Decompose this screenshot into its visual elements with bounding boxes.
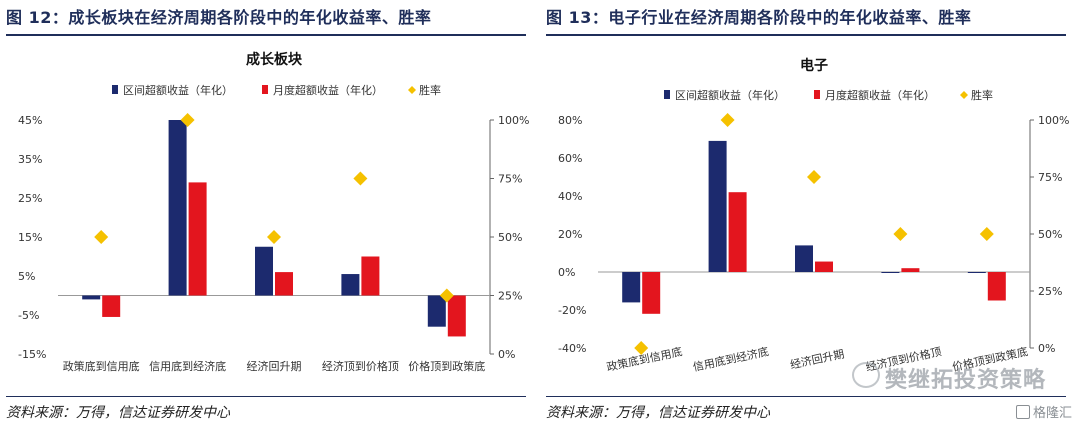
figure-13-panel: 图 13：电子行业在经济周期各阶段中的年化收益率、胜率 电子区间超额收益（年化）…: [540, 0, 1080, 427]
interval-excess-bar: [708, 140, 727, 272]
legend-swatch-win-rate: [960, 91, 968, 99]
interval-excess-bar: [795, 245, 813, 272]
brand-logo-icon: [1015, 405, 1030, 419]
left-axis-tick-label: -15%: [18, 348, 46, 361]
category-label: 价格顶到政策底: [408, 359, 485, 373]
right-axis-tick-label: 0%: [1038, 342, 1055, 355]
source-divider: [546, 396, 1066, 397]
win-rate-marker: [353, 171, 368, 186]
category-label: 信用底到经济底: [149, 359, 226, 373]
watermark: 樊继拓投资策略: [884, 368, 1046, 393]
chart-title: 成长板块: [246, 51, 303, 68]
brand-name: 格隆汇: [1032, 406, 1072, 421]
win-rate-marker: [634, 341, 649, 355]
figure-12-panel: 图 12：成长板块在经济周期各阶段中的年化收益率、胜率 成长板块区间超额收益（年…: [6, 8, 529, 421]
win-rate-marker: [807, 170, 821, 184]
monthly-excess-bar: [361, 256, 380, 296]
interval-excess-bar: [341, 274, 360, 296]
title-divider: [546, 34, 1066, 36]
left-axis-tick-label: 45%: [18, 114, 42, 127]
legend-swatch-0: [664, 90, 670, 99]
right-axis-tick-label: 25%: [1038, 285, 1062, 298]
source-note: 资料来源：万得，信达证券研发中心: [6, 405, 230, 421]
legend-swatch-0: [112, 85, 118, 94]
category-label: 经济回升期: [789, 347, 846, 372]
legend-label: 区间超额收益（年化）: [675, 88, 785, 102]
interval-excess-bar: [82, 295, 101, 300]
left-axis-tick-label: 15%: [18, 231, 42, 244]
wechat-icon: [852, 362, 880, 388]
interval-excess-bar: [967, 272, 986, 273]
legend-label: 月度超额收益（年化）: [273, 83, 383, 97]
right-axis-tick-label: 75%: [1038, 171, 1062, 184]
win-rate-marker: [94, 230, 109, 244]
right-axis-tick-label: 25%: [498, 290, 522, 303]
monthly-excess-bar: [447, 295, 466, 337]
monthly-excess-bar: [102, 295, 121, 317]
left-axis-tick-label: 5%: [18, 270, 35, 283]
figure-title: 图 12：成长板块在经济周期各阶段中的年化收益率、胜率: [6, 8, 432, 27]
right-axis-tick-label: 50%: [498, 231, 522, 244]
right-axis-tick-label: 100%: [498, 114, 529, 127]
monthly-excess-bar: [188, 182, 207, 296]
legend-label: 胜率: [419, 83, 441, 97]
left-axis-tick-label: -5%: [18, 309, 39, 322]
win-rate-marker: [439, 288, 454, 303]
brand-mark: 格隆汇: [1015, 402, 1072, 421]
monthly-excess-bar: [901, 268, 920, 272]
chart-title: 电子: [800, 57, 828, 74]
win-rate-marker: [893, 227, 908, 241]
legend-label: 区间超额收益（年化）: [123, 83, 233, 97]
left-axis-tick-label: 20%: [558, 228, 582, 241]
interval-excess-bar: [255, 246, 273, 296]
legend-swatch-win-rate: [408, 86, 416, 94]
legend-label: 月度超额收益（年化）: [825, 88, 935, 102]
monthly-excess-bar: [815, 261, 833, 272]
category-label: 经济回升期: [247, 359, 302, 373]
left-axis-tick-label: -40%: [558, 342, 586, 355]
monthly-excess-bar: [275, 272, 293, 296]
left-axis-tick-label: 80%: [558, 114, 582, 127]
win-rate-marker: [180, 113, 195, 127]
left-axis-tick-label: 0%: [558, 266, 575, 279]
figure-title: 图 13：电子行业在经济周期各阶段中的年化收益率、胜率: [546, 8, 972, 27]
category-label: 经济顶到价格顶: [322, 359, 399, 373]
category-label: 信用底到经济底: [692, 344, 770, 374]
win-rate-marker: [267, 230, 281, 244]
legend-swatch-1: [262, 85, 268, 94]
interval-excess-bar: [622, 272, 641, 303]
category-label: 政策底到信用底: [63, 359, 140, 373]
interval-excess-bar: [168, 120, 187, 296]
legend-label: 胜率: [971, 88, 993, 102]
win-rate-marker: [979, 227, 994, 241]
left-axis-tick-label: 40%: [558, 190, 582, 203]
left-axis-tick-label: 25%: [18, 192, 42, 205]
source-note: 资料来源：万得，信达证券研发中心: [546, 405, 770, 421]
title-divider: [6, 34, 526, 36]
right-axis-tick-label: 0%: [498, 348, 515, 361]
right-axis-tick-label: 100%: [1038, 114, 1069, 127]
win-rate-marker: [720, 113, 735, 127]
legend-swatch-1: [814, 90, 820, 99]
right-axis-tick-label: 75%: [498, 173, 522, 186]
monthly-excess-bar: [987, 272, 1006, 301]
left-axis-tick-label: 60%: [558, 152, 582, 165]
monthly-excess-bar: [642, 272, 661, 314]
left-axis-tick-label: -20%: [558, 304, 586, 317]
interval-excess-bar: [427, 295, 446, 327]
right-axis-tick-label: 50%: [1038, 228, 1062, 241]
source-divider: [6, 396, 526, 397]
interval-excess-bar: [881, 272, 900, 273]
monthly-excess-bar: [728, 192, 747, 272]
left-axis-tick-label: 35%: [18, 153, 42, 166]
